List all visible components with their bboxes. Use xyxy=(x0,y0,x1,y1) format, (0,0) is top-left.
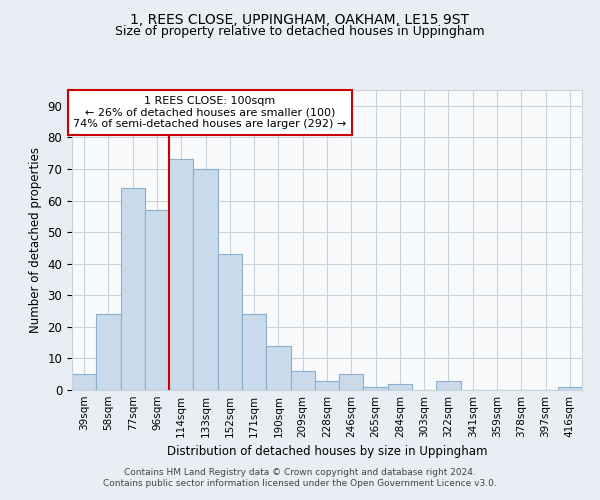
Bar xyxy=(364,387,388,390)
Bar xyxy=(169,160,193,390)
Bar xyxy=(72,374,96,390)
Bar xyxy=(121,188,145,390)
X-axis label: Distribution of detached houses by size in Uppingham: Distribution of detached houses by size … xyxy=(167,446,487,458)
Bar xyxy=(290,371,315,390)
Bar xyxy=(242,314,266,390)
Bar xyxy=(315,380,339,390)
Bar xyxy=(218,254,242,390)
Bar xyxy=(339,374,364,390)
Text: Size of property relative to detached houses in Uppingham: Size of property relative to detached ho… xyxy=(115,25,485,38)
Bar xyxy=(266,346,290,390)
Text: 1, REES CLOSE, UPPINGHAM, OAKHAM, LE15 9ST: 1, REES CLOSE, UPPINGHAM, OAKHAM, LE15 9… xyxy=(131,12,470,26)
Text: 1 REES CLOSE: 100sqm
← 26% of detached houses are smaller (100)
74% of semi-deta: 1 REES CLOSE: 100sqm ← 26% of detached h… xyxy=(73,96,346,129)
Bar xyxy=(96,314,121,390)
Bar xyxy=(436,380,461,390)
Text: Contains HM Land Registry data © Crown copyright and database right 2024.
Contai: Contains HM Land Registry data © Crown c… xyxy=(103,468,497,487)
Bar xyxy=(193,169,218,390)
Bar xyxy=(145,210,169,390)
Bar xyxy=(558,387,582,390)
Bar xyxy=(388,384,412,390)
Y-axis label: Number of detached properties: Number of detached properties xyxy=(29,147,42,333)
